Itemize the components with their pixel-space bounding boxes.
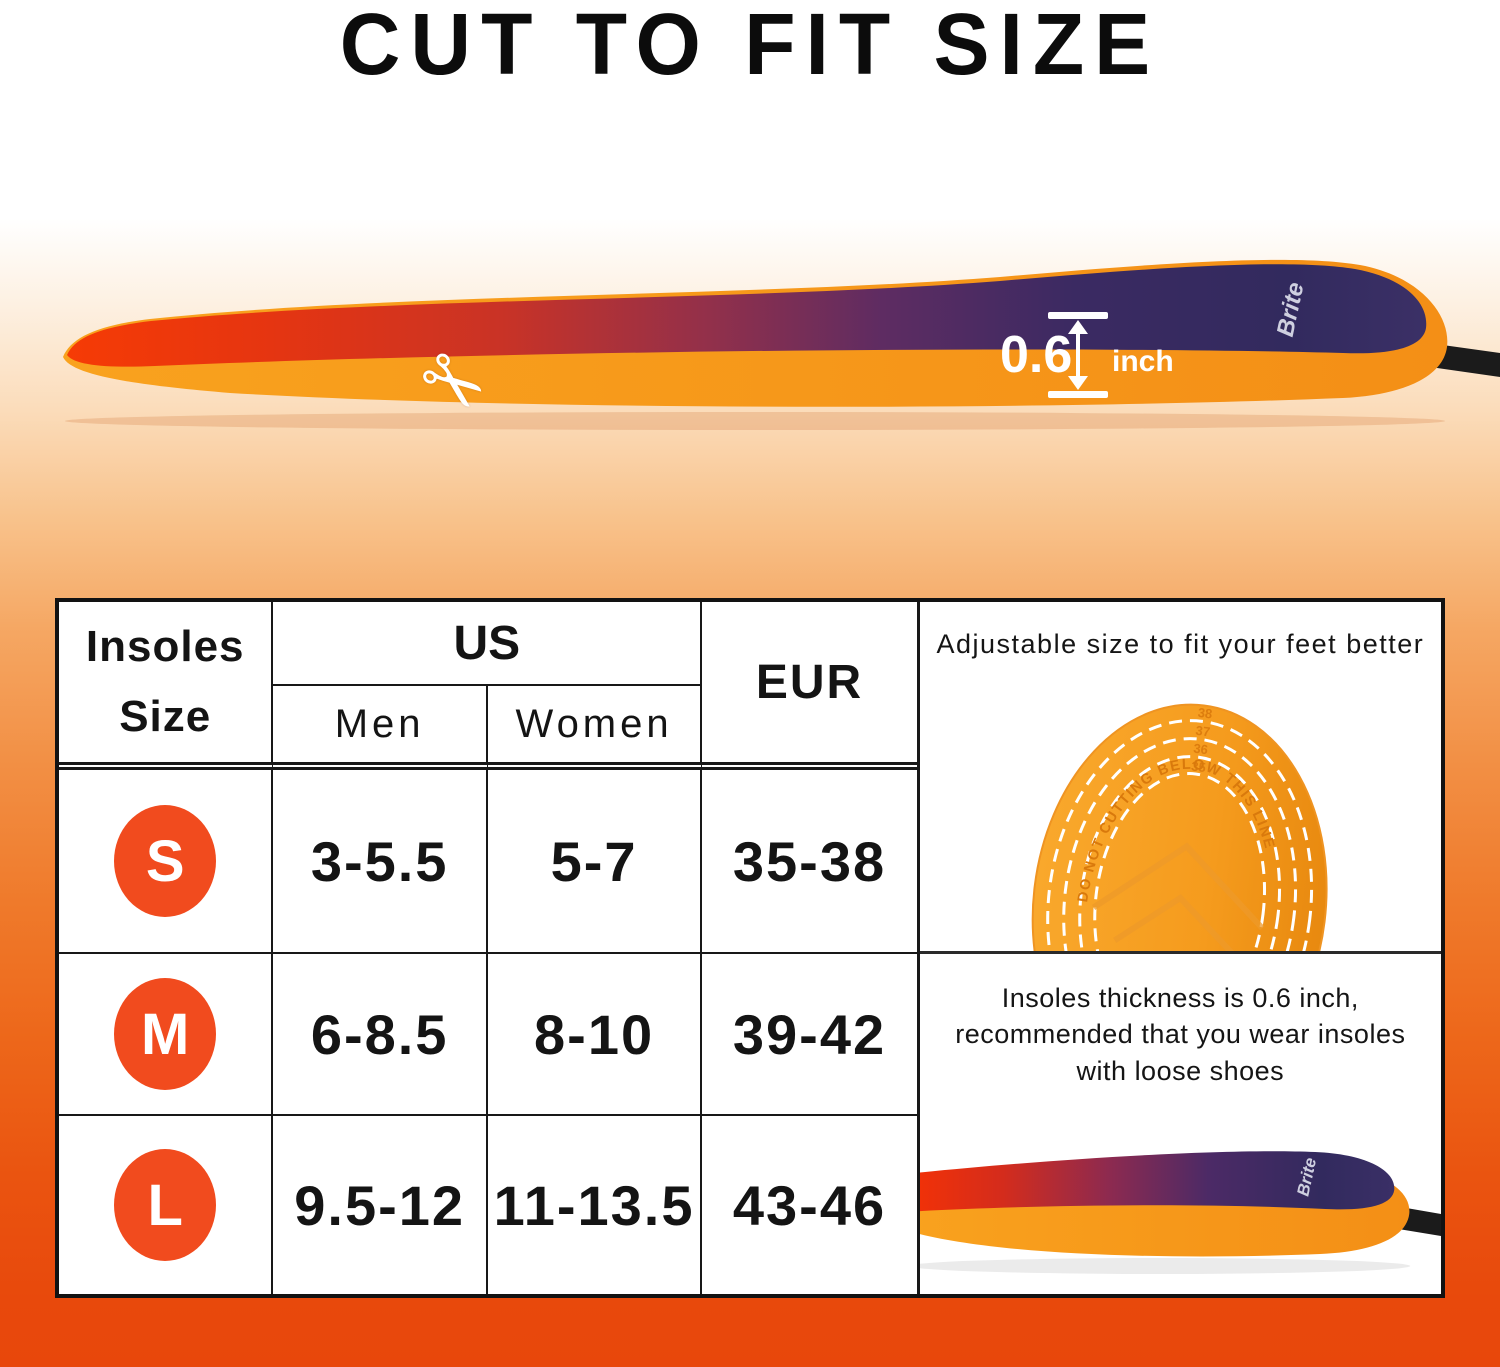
insole-shadow <box>65 412 1445 430</box>
measure-top-tick <box>1048 312 1108 319</box>
cut-label-37: 37 <box>1195 723 1211 740</box>
header-insoles-line1: Insoles <box>85 621 245 671</box>
heel-base <box>1032 703 1328 951</box>
header-men: Men <box>273 686 488 770</box>
header-insoles-size: Insoles Size <box>59 602 274 770</box>
insole-fabric-top <box>919 1151 1394 1212</box>
insole-side-illustration: Brite <box>63 259 1500 430</box>
cut-line-36 <box>1078 755 1282 951</box>
info-panel: Adjustable size to fit your feet better <box>916 602 1441 1294</box>
header-women: Women <box>487 686 703 770</box>
insole-heel-side-photo: Brite <box>919 1108 1441 1280</box>
measure-arrow-icon <box>1068 320 1088 390</box>
size-badge-l: L <box>114 1149 217 1261</box>
adjustable-size-section: Adjustable size to fit your feet better <box>919 602 1441 954</box>
measure-bottom-tick <box>1048 391 1108 398</box>
size-chart-grid: Insoles Size US EUR Men Women S 3-5.5 5-… <box>59 602 917 1294</box>
cell-m-men: 6-8.5 <box>273 954 488 1116</box>
heel-emboss-chevron-1 <box>1092 842 1265 931</box>
cut-line-37 <box>1062 737 1298 951</box>
header-insoles-line2: Size <box>119 692 212 741</box>
table-row-m-badge-cell: M <box>59 954 274 1116</box>
heel-cut-lines-photo: 38 37 36 35 DO NOT CUTTING BELOW THIS LI… <box>1025 686 1335 951</box>
cell-s-eur: 35-38 <box>702 770 917 954</box>
table-row-s-badge-cell: S <box>59 770 274 954</box>
header-us: US <box>273 602 703 686</box>
insole-heel-side-illustration: Brite <box>919 1151 1441 1274</box>
cell-l-eur: 43-46 <box>732 1173 887 1237</box>
page-title: CUT TO FIT SIZE <box>339 0 1161 93</box>
cell-s-men: 3-5.5 <box>273 770 488 954</box>
table-row-l-badge-cell: L <box>59 1116 274 1294</box>
cut-label-36: 36 <box>1193 741 1209 758</box>
thickness-caption: Insoles thickness is 0.6 inch, recommend… <box>955 983 1406 1086</box>
cell-l-women: 11-13.5 <box>488 1116 703 1294</box>
insole-shadow <box>919 1258 1410 1274</box>
cut-line-35 <box>1093 772 1267 951</box>
cut-line-38 <box>1046 719 1314 951</box>
thickness-value: 0.6 <box>1000 326 1073 384</box>
thickness-measurement: 0.6 inch <box>1000 312 1174 398</box>
thickness-unit: inch <box>1112 345 1174 378</box>
insole-side-photo: Brite <box>55 245 1500 435</box>
insole-fabric-top <box>67 264 1427 367</box>
cut-label-38: 38 <box>1197 705 1213 722</box>
cell-m-eur: 39-42 <box>702 954 917 1116</box>
cell-s-women: 5-7 <box>487 770 703 954</box>
size-chart-table: Insoles Size US EUR Men Women S 3-5.5 5-… <box>55 598 1445 1298</box>
heel-cut-lines-illustration: 38 37 36 35 DO NOT CUTTING BELOW THIS LI… <box>1032 703 1328 951</box>
cut-label-35: 35 <box>1191 758 1207 775</box>
heel-emboss-chevron-2 <box>1113 894 1237 951</box>
cell-l-men: 9.5-12 <box>273 1116 488 1294</box>
thickness-section: Insoles thickness is 0.6 inch, recommend… <box>919 954 1441 1294</box>
size-badge-s: S <box>114 805 217 917</box>
header-eur: EUR <box>702 602 917 770</box>
cell-m-women: 8-10 <box>487 954 703 1116</box>
size-badge-m: M <box>114 978 217 1090</box>
adjustable-size-caption: Adjustable size to fit your feet better <box>936 629 1425 659</box>
